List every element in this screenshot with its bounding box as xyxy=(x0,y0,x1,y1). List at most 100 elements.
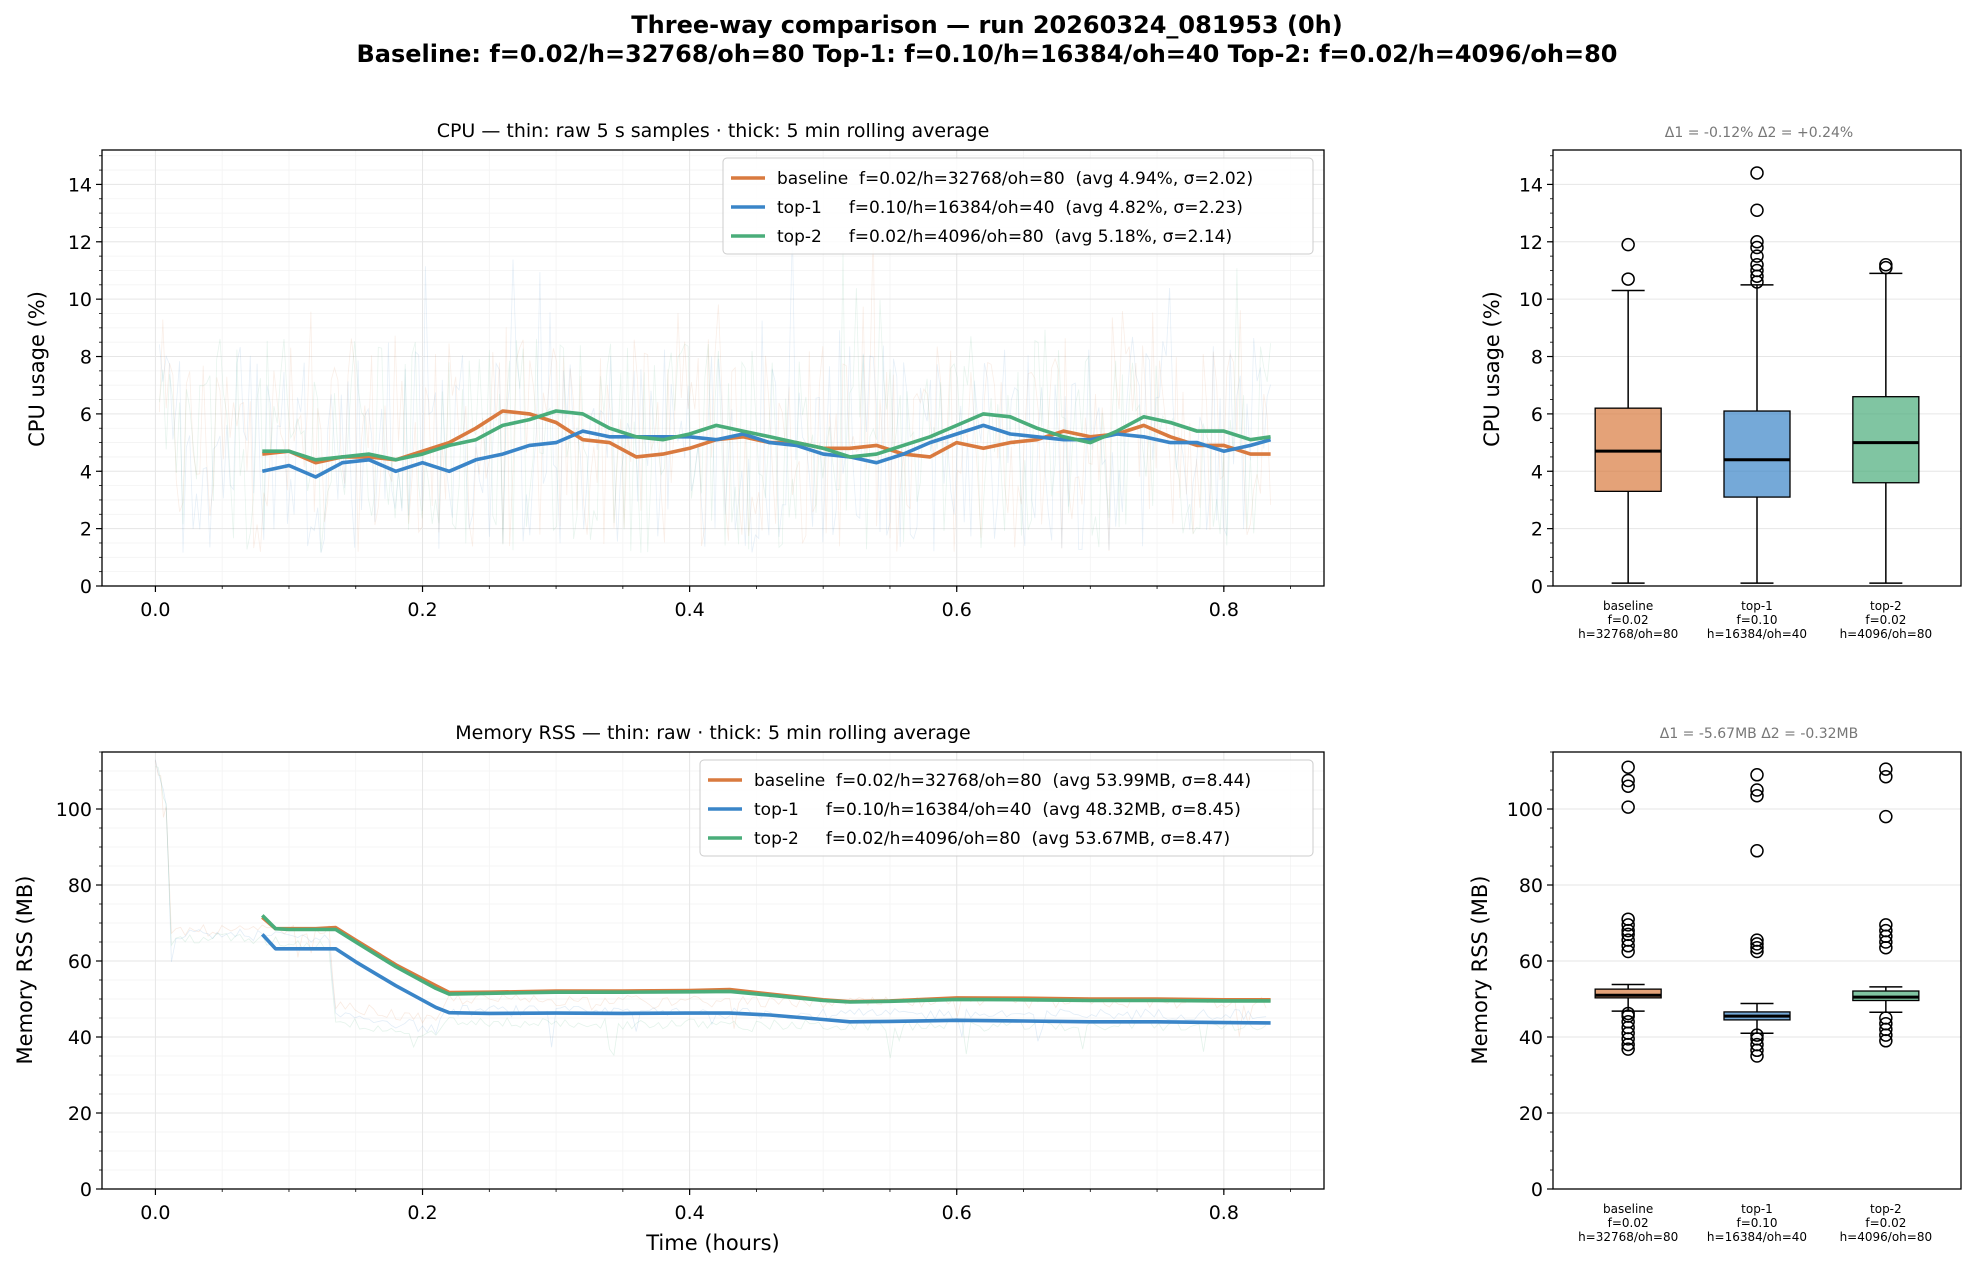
category-label-top2: top-2 xyxy=(1870,1202,1902,1216)
outlier-point-top2 xyxy=(1879,918,1893,932)
box-top1 xyxy=(1723,410,1791,498)
category-label-top2: f=0.02 xyxy=(1865,613,1906,627)
figure-title-line2: Baseline: f=0.02/h=32768/oh=80 Top-1: f=… xyxy=(357,40,1618,68)
category-label-top1: f=0.10 xyxy=(1737,1216,1778,1230)
outlier-point-top1 xyxy=(1750,783,1764,797)
y-tick-label: 20 xyxy=(1519,1103,1543,1125)
y-tick-label: 14 xyxy=(1519,174,1543,196)
raw-samples-baseline xyxy=(159,227,1271,552)
outlier-point-baseline xyxy=(1621,760,1635,774)
outlier-point-baseline xyxy=(1621,918,1635,932)
x-tick-label: 0.2 xyxy=(407,599,437,621)
cpu-box-title: Δ1 = -0.12% Δ2 = +0.24% xyxy=(1665,125,1853,141)
box-baseline xyxy=(1594,988,1662,999)
outlier-point-top1 xyxy=(1750,240,1764,255)
outlier-point-top1 xyxy=(1750,235,1764,249)
category-label-baseline: f=0.02 xyxy=(1608,613,1649,627)
cpu-timeseries-ylabel: CPU usage (%) xyxy=(25,291,49,447)
cpu-box-panel: Δ1 = -0.12% Δ2 = +0.24% CPU usage (%) ba… xyxy=(1480,125,1962,641)
outlier-point-baseline xyxy=(1621,800,1635,814)
legend-label-top2: top-2 f=0.02/h=4096/oh=80 (avg 53.67MB, … xyxy=(754,829,1230,849)
x-tick-label: 0.8 xyxy=(1209,1202,1239,1224)
y-tick-label: 20 xyxy=(68,1103,92,1125)
outlier-point-top1 xyxy=(1750,166,1764,180)
outlier-point-baseline xyxy=(1621,1042,1635,1056)
category-label-baseline: baseline xyxy=(1603,1202,1653,1216)
y-tick-label: 4 xyxy=(1531,461,1543,483)
memory-box-ylabel: Memory RSS (MB) xyxy=(1468,876,1492,1065)
outlier-point-top1 xyxy=(1750,1032,1764,1046)
outlier-point-baseline xyxy=(1621,1015,1635,1029)
y-tick-label: 80 xyxy=(1519,875,1543,897)
category-label-top2: f=0.02 xyxy=(1865,1216,1906,1230)
outlier-point-top1 xyxy=(1750,940,1764,955)
x-tick-label: 0.0 xyxy=(140,1202,170,1224)
outlier-point-top2 xyxy=(1879,257,1893,272)
y-tick-label: 100 xyxy=(1507,799,1543,821)
outlier-point-top1 xyxy=(1750,844,1764,858)
y-tick-label: 12 xyxy=(1519,232,1543,254)
category-label-top1: top-1 xyxy=(1741,599,1773,613)
x-tick-label: 0.2 xyxy=(407,1202,437,1224)
legend-label-top1: top-1 f=0.10/h=16384/oh=40 (avg 4.82%, σ… xyxy=(777,198,1243,218)
figure-title-line1: Three-way comparison — run 20260324_0819… xyxy=(631,11,1342,39)
series-line-top2 xyxy=(261,914,1271,1004)
y-tick-label: 14 xyxy=(68,174,92,196)
y-tick-label: 80 xyxy=(68,875,92,897)
y-tick-label: 6 xyxy=(1531,404,1543,426)
cpu-timeseries-title: CPU — thin: raw 5 s samples · thick: 5 m… xyxy=(437,120,990,142)
y-tick-label: 0 xyxy=(1531,1179,1543,1201)
category-label-top2: h=4096/oh=80 xyxy=(1840,627,1933,641)
outlier-point-top2 xyxy=(1879,762,1893,776)
outlier-point-baseline xyxy=(1621,933,1635,947)
outlier-point-top2 xyxy=(1879,923,1893,938)
outlier-point-top1 xyxy=(1750,933,1764,947)
outlier-point-top1 xyxy=(1750,263,1764,278)
cpu-timeseries-panel: CPU — thin: raw 5 s samples · thick: 5 m… xyxy=(25,120,1325,621)
outlier-point-baseline xyxy=(1621,237,1635,252)
category-label-top1: h=16384/oh=40 xyxy=(1707,627,1807,641)
y-tick-label: 4 xyxy=(80,461,92,483)
legend-box xyxy=(722,157,1314,255)
x-tick-label: 0.8 xyxy=(1209,599,1239,621)
outlier-point-top1 xyxy=(1750,768,1764,782)
memory-timeseries-ylabel: Memory RSS (MB) xyxy=(13,876,37,1065)
y-tick-label: 0 xyxy=(80,576,92,598)
memory-timeseries-panel: Memory RSS — thin: raw · thick: 5 min ro… xyxy=(13,722,1325,1255)
category-label-top2: top-2 xyxy=(1870,599,1902,613)
plot-frame xyxy=(101,149,1325,587)
y-tick-label: 0 xyxy=(80,1179,92,1201)
outlier-point-top1 xyxy=(1750,1028,1764,1042)
outlier-point-baseline xyxy=(1621,1006,1635,1021)
category-label-baseline: f=0.02 xyxy=(1608,1216,1649,1230)
outlier-point-top1 xyxy=(1750,257,1764,272)
legend-box xyxy=(699,759,1314,857)
outlier-point-top1 xyxy=(1750,249,1764,263)
y-tick-label: 6 xyxy=(80,404,92,426)
plot-frame xyxy=(1552,149,1962,587)
y-tick-label: 0 xyxy=(1531,576,1543,598)
outlier-point-top1 xyxy=(1750,1037,1764,1052)
y-tick-label: 2 xyxy=(1531,519,1543,541)
outlier-point-top2 xyxy=(1879,260,1893,275)
outlier-point-baseline xyxy=(1621,912,1635,926)
y-tick-label: 2 xyxy=(80,519,92,541)
category-label-baseline: h=32768/oh=80 xyxy=(1578,627,1678,641)
outlier-point-top1 xyxy=(1750,203,1764,217)
y-tick-label: 60 xyxy=(1519,951,1543,973)
raw-samples-top2 xyxy=(159,250,1271,553)
series-line-baseline xyxy=(261,915,1271,1004)
category-label-top1: f=0.10 xyxy=(1737,613,1778,627)
series-line-top1 xyxy=(260,933,1271,1025)
category-label-top2: h=4096/oh=80 xyxy=(1840,1230,1933,1244)
raw-samples-top1 xyxy=(159,227,1271,553)
category-label-top1: top-1 xyxy=(1741,1202,1773,1216)
raw-samples-top2 xyxy=(155,766,1267,1059)
raw-samples-top1 xyxy=(155,759,1267,1048)
category-label-top1: h=16384/oh=40 xyxy=(1707,1230,1807,1244)
x-tick-label: 0.4 xyxy=(675,1202,705,1224)
y-tick-label: 60 xyxy=(68,951,92,973)
outlier-point-top1 xyxy=(1750,937,1764,951)
legend-label-baseline: baseline f=0.02/h=32768/oh=80 (avg 53.99… xyxy=(754,771,1251,791)
outlier-point-baseline xyxy=(1621,779,1635,793)
